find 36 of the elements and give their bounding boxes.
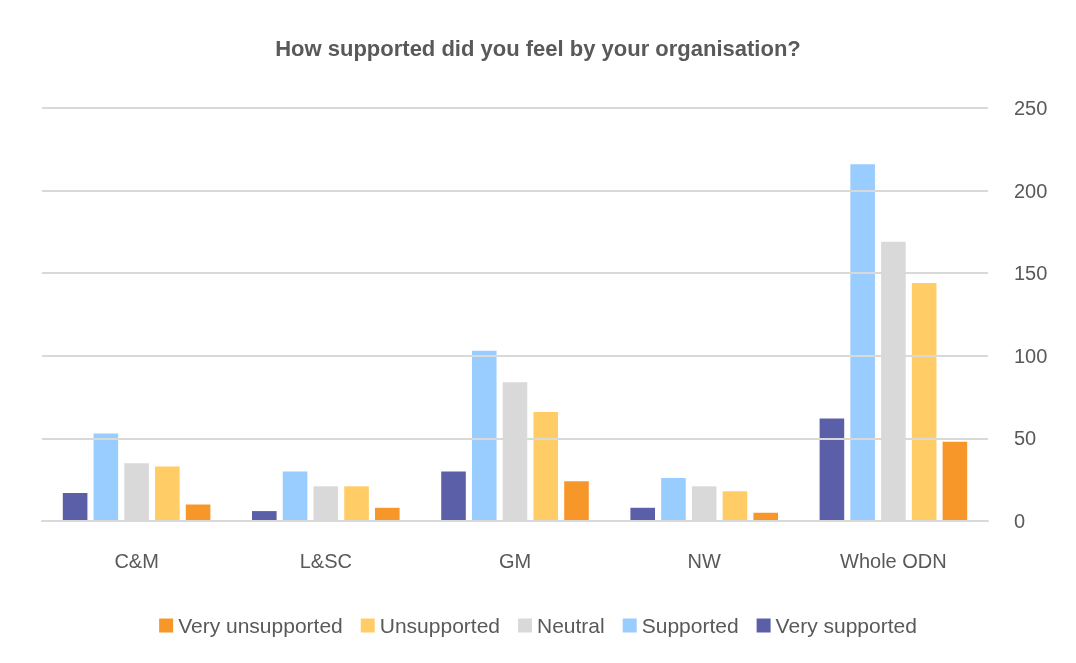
bar [62,492,88,521]
bar [155,466,180,521]
bar [441,471,466,521]
legend-label: Unsupported [379,614,500,637]
chart-title: How supported did you feel by your organisation? [275,35,801,61]
bar [630,507,656,521]
bar [942,441,968,521]
legend-label: Supported [641,614,739,637]
bar [533,411,559,521]
y-tick-label: 150 [1014,262,1048,285]
bar [185,504,211,521]
y-tick-label: 0 [1014,510,1026,532]
x-tick-label: Whole ODN [840,550,947,572]
bar [819,418,845,521]
bar [911,283,937,521]
bar [471,350,497,521]
x-tick-label: GM [498,550,532,572]
bar [344,486,369,521]
y-tick-label: 50 [1014,427,1037,450]
bar [564,481,589,521]
bar [282,471,308,521]
bar [722,491,748,521]
y-tick-label: 200 [1014,179,1048,202]
y-tick-label: 250 [1014,97,1048,119]
legend-label: Neutral [537,614,605,637]
x-tick-label: C&M [114,550,159,572]
x-tick-label: NW [687,550,721,572]
bar [252,511,277,521]
bar [661,478,686,521]
legend-label: Very supported [775,614,917,637]
bar [374,507,400,521]
bar [850,164,875,521]
x-tick-label: L&SC [299,550,352,572]
y-tick-label: 100 [1014,344,1048,367]
bar [93,433,119,521]
legend-label: Very unsupported [178,614,343,637]
